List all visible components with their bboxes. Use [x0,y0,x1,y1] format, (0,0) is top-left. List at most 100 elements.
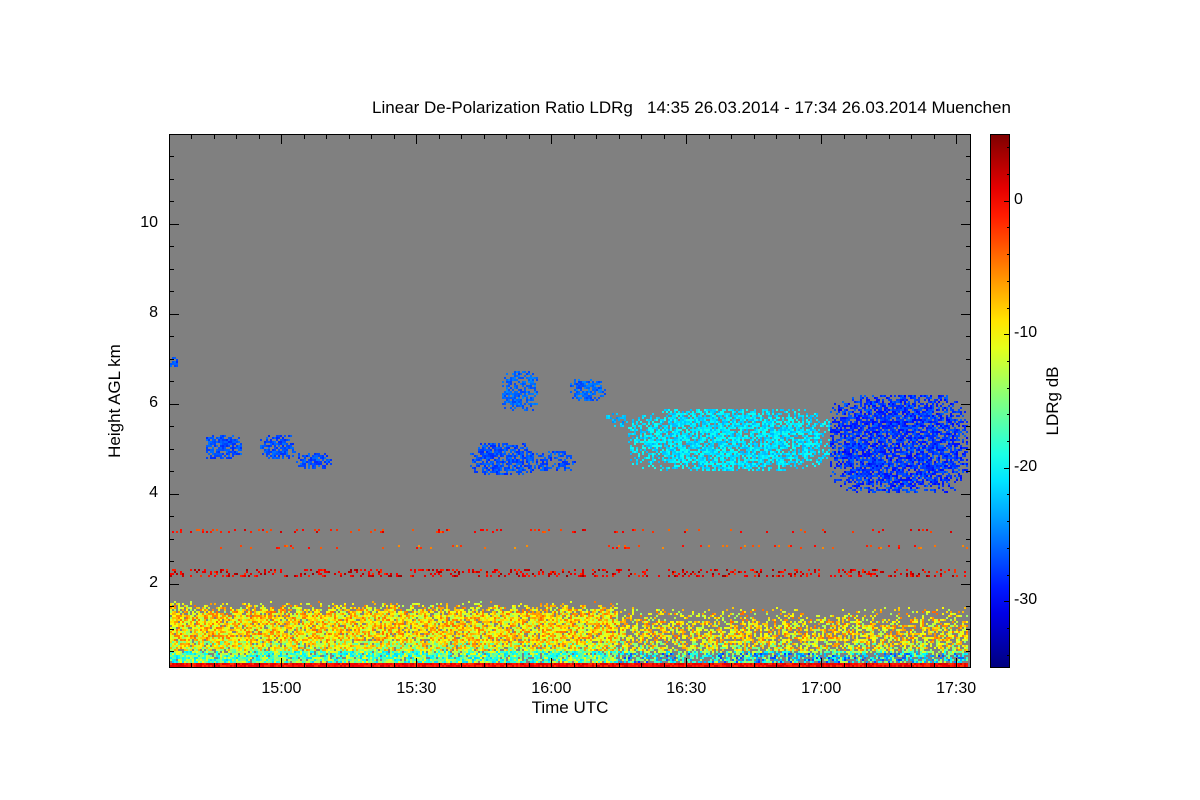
x-tick-bottom [371,663,372,668]
y-tick-right [966,359,971,360]
x-tick-top [844,134,845,139]
y-tick-right [961,494,971,495]
y-tick-left [169,494,179,495]
x-tick-bottom [754,663,755,668]
colorbar-tick [1007,441,1010,442]
y-tick-left [169,651,174,652]
y-tick-right [966,246,971,247]
y-tick-right [961,584,971,585]
colorbar-tick [1004,334,1010,335]
x-tick-bottom [844,663,845,668]
colorbar-label: LDRg dB [1043,366,1062,436]
y-tick-left [169,336,174,337]
y-tick-right [966,629,971,630]
y-tick-left [169,629,174,630]
x-tick-top [956,134,957,144]
colorbar-tick [1004,201,1010,202]
colorbar-tick-label: 0 [1014,190,1023,208]
colorbar-tick [1007,281,1010,282]
x-tick-bottom [686,658,687,668]
x-tick-bottom [799,663,800,668]
x-tick-label: 17:00 [801,680,842,697]
x-tick-top [394,134,395,139]
x-tick-top [866,134,867,139]
y-tick-left [169,539,174,540]
x-tick-bottom [484,663,485,668]
y-tick-right [966,606,971,607]
x-tick-bottom [506,663,507,668]
colorbar-tick [1004,601,1010,602]
x-tick-bottom [731,663,732,668]
colorbar-tick [1007,361,1010,362]
y-tick-right [966,336,971,337]
colorbar-tick [1007,521,1010,522]
x-axis-label: Time UTC [531,698,609,717]
colorbar-tick [1007,575,1010,576]
y-tick-right [966,516,971,517]
x-tick-top [371,134,372,139]
colorbar-tick [1007,494,1010,495]
x-tick-bottom [326,663,327,668]
x-tick-top [236,134,237,139]
y-tick-label: 10 [140,213,158,231]
x-tick-top [619,134,620,139]
y-tick-left [169,359,174,360]
x-tick-top [191,134,192,139]
x-tick-bottom [236,663,237,668]
x-tick-top [416,134,417,144]
x-tick-label: 17:30 [936,680,977,697]
x-tick-top [821,134,822,144]
x-tick-label: 16:30 [666,680,707,697]
colorbar-tick [1007,254,1010,255]
colorbar-tick [1007,388,1010,389]
x-tick-bottom [259,663,260,668]
y-tick-right [966,269,971,270]
colorbar-tick [1004,468,1010,469]
x-tick-bottom [304,663,305,668]
x-tick-top [506,134,507,139]
x-tick-top [799,134,800,139]
y-tick-right [966,156,971,157]
x-tick-top [461,134,462,139]
x-tick-bottom [934,663,935,668]
y-tick-right [966,651,971,652]
y-tick-left [169,449,174,450]
y-tick-right [966,471,971,472]
y-tick-left [169,291,174,292]
x-tick-top [664,134,665,139]
y-tick-left [169,584,179,585]
y-tick-right [961,314,971,315]
plot-area [169,134,971,668]
y-tick-label: 8 [149,303,158,321]
colorbar-tick [1007,147,1010,148]
x-tick-top [326,134,327,139]
colorbar-tick-label: -20 [1014,457,1038,475]
colorbar [990,134,1010,668]
x-tick-top [641,134,642,139]
colorbar-tick [1007,414,1010,415]
x-tick-top [214,134,215,139]
y-tick-left [169,426,174,427]
ldr-heatmap [170,135,970,667]
y-tick-left [169,179,174,180]
x-tick-top [934,134,935,139]
y-tick-label: 6 [149,393,158,411]
x-tick-bottom [191,663,192,668]
y-tick-right [966,561,971,562]
x-tick-top [686,134,687,144]
y-tick-left [169,246,174,247]
y-tick-right [961,224,971,225]
x-tick-bottom [529,663,530,668]
x-tick-top [709,134,710,139]
x-tick-bottom [439,663,440,668]
x-tick-top [281,134,282,144]
y-tick-right [966,381,971,382]
y-tick-left [169,224,179,225]
colorbar-tick [1007,548,1010,549]
x-tick-top [259,134,260,139]
x-tick-bottom [349,663,350,668]
y-tick-right [966,449,971,450]
y-tick-left [169,201,174,202]
y-tick-left [169,156,174,157]
x-tick-bottom [281,658,282,668]
